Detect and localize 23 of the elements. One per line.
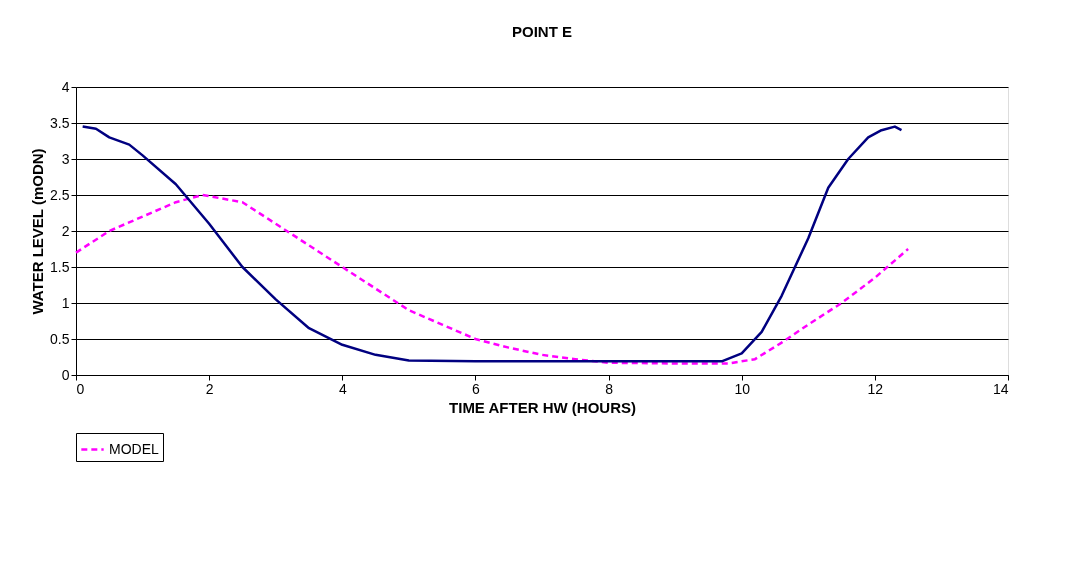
x-tick-label: 8 — [605, 380, 614, 397]
line-series — [81, 125, 903, 363]
y-tick-label: 2 — [61, 222, 70, 239]
y-axis-title: WATER LEVEL (mODN) — [29, 148, 47, 315]
x-tick-label: 14 — [992, 380, 1009, 397]
x-tick-label: 6 — [472, 380, 481, 397]
line-series — [74, 193, 910, 365]
y-tick-label: 0 — [61, 366, 70, 383]
x-tick-label: 4 — [338, 380, 347, 397]
y-tick-label: 1.5 — [50, 258, 70, 275]
x-tick-label: 2 — [205, 380, 214, 397]
y-tick-label: 1 — [61, 294, 70, 311]
y-tick-label: 3 — [61, 150, 70, 167]
x-tick-label: 10 — [734, 380, 751, 397]
y-tick-label: 0.5 — [50, 330, 70, 347]
y-tick-label: 4 — [61, 78, 70, 95]
x-axis-title: TIME AFTER HW (HOURS) — [449, 398, 636, 416]
legend-label: MODEL — [109, 440, 159, 457]
x-tick-label: 12 — [867, 380, 884, 397]
x-tick-label: 0 — [76, 380, 85, 397]
chart-title: POINT E — [511, 23, 573, 40]
y-tick-label: 2.5 — [50, 186, 70, 203]
y-tick-label: 3.5 — [50, 114, 70, 131]
